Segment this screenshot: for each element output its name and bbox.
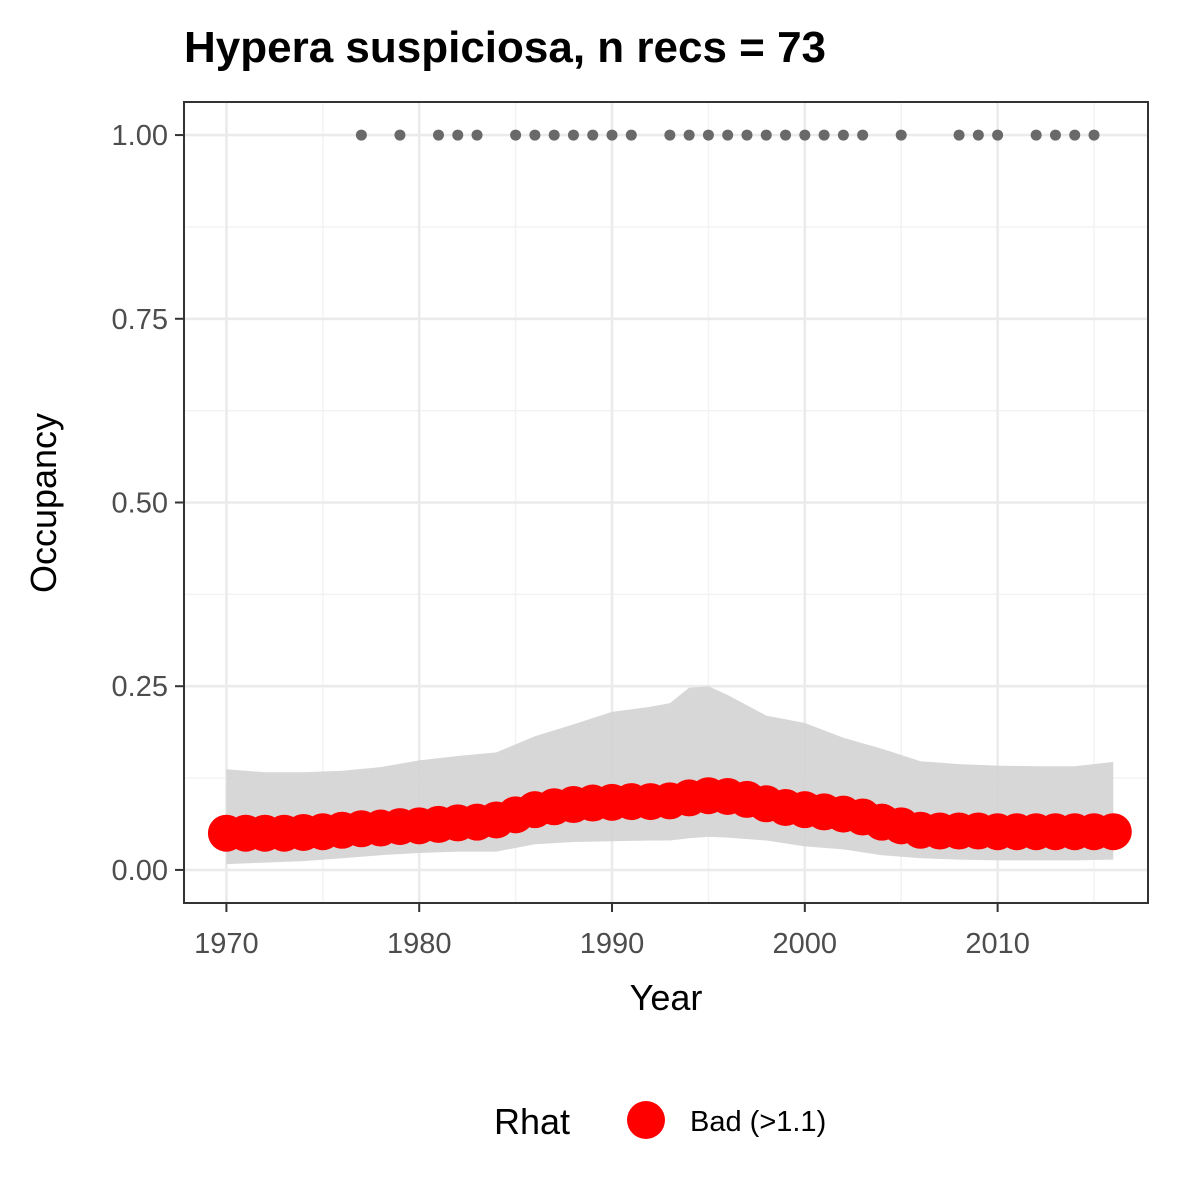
legend-key-bad — [627, 1101, 665, 1139]
record-point-1995 — [702, 129, 714, 141]
record-point-1988 — [567, 129, 579, 141]
record-point-1990 — [606, 129, 618, 141]
record-point-1997 — [741, 129, 753, 141]
record-point-1979 — [394, 129, 406, 141]
record-point-2014 — [1069, 129, 1081, 141]
record-point-1999 — [780, 129, 792, 141]
record-point-1989 — [587, 129, 599, 141]
record-point-1993 — [664, 129, 676, 141]
y-axis: 0.00 0.25 0.50 0.75 1.00 — [112, 120, 184, 887]
record-point-2005 — [895, 129, 907, 141]
y-tick-label: 1.00 — [112, 120, 168, 152]
record-point-1985 — [510, 129, 522, 141]
record-point-1977 — [355, 129, 367, 141]
x-tick-label: 1990 — [580, 928, 645, 960]
x-axis-title: Year — [630, 977, 703, 1018]
record-point-2000 — [799, 129, 811, 141]
record-point-2013 — [1049, 129, 1061, 141]
record-point-1987 — [548, 129, 560, 141]
record-point-2001 — [818, 129, 830, 141]
x-tick-label: 1970 — [194, 928, 259, 960]
x-tick-label: 1980 — [387, 928, 452, 960]
y-tick-label: 0.00 — [112, 855, 168, 887]
record-point-1996 — [722, 129, 734, 141]
y-tick-label: 0.75 — [112, 304, 168, 336]
record-point-1981 — [432, 129, 444, 141]
record-point-1983 — [471, 129, 483, 141]
x-axis: 1970 1980 1990 2000 2010 — [194, 903, 1030, 960]
record-point-2008 — [953, 129, 965, 141]
y-tick-label: 0.25 — [112, 671, 168, 703]
record-point-2002 — [837, 129, 849, 141]
legend-title: Rhat — [494, 1101, 570, 1142]
chart-title: Hypera suspiciosa, n recs = 73 — [184, 23, 826, 72]
legend-label-bad: Bad (>1.1) — [690, 1106, 826, 1138]
record-points — [355, 129, 1100, 141]
y-axis-title: Occupancy — [23, 413, 64, 593]
record-point-1994 — [683, 129, 695, 141]
record-point-1998 — [760, 129, 772, 141]
x-tick-label: 2010 — [965, 928, 1030, 960]
y-tick-label: 0.50 — [112, 488, 168, 520]
record-point-2015 — [1088, 129, 1100, 141]
occupancy-point-2016 — [1094, 813, 1132, 851]
x-tick-label: 2000 — [773, 928, 838, 960]
legend: Rhat Bad (>1.1) — [494, 1101, 826, 1142]
occupancy-points — [207, 777, 1132, 852]
record-point-2010 — [992, 129, 1004, 141]
record-point-1982 — [452, 129, 464, 141]
record-point-2012 — [1030, 129, 1042, 141]
record-point-2003 — [857, 129, 869, 141]
record-point-1986 — [529, 129, 541, 141]
record-point-1991 — [625, 129, 637, 141]
record-point-2009 — [972, 129, 984, 141]
